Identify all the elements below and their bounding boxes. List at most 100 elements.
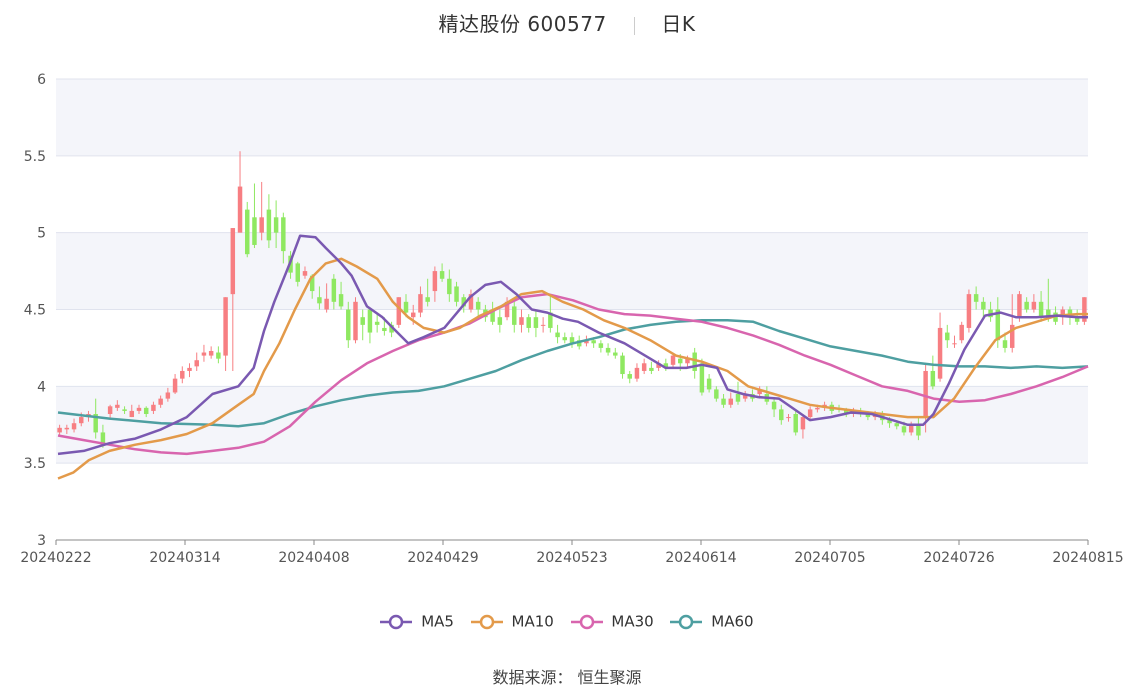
candle-body — [533, 317, 539, 328]
legend-ma60[interactable]: MA60 — [670, 612, 754, 631]
y-tick-label: 3.5 — [24, 456, 46, 472]
candle-body — [779, 409, 784, 421]
candle-body — [165, 392, 171, 399]
candle-body — [678, 358, 683, 364]
candle-body — [613, 352, 618, 356]
candle-body — [930, 370, 936, 387]
candle-body — [245, 209, 250, 255]
candle-body — [64, 427, 70, 430]
candle-body — [115, 404, 120, 408]
candle-body — [728, 398, 734, 405]
y-tick-label: 3 — [37, 533, 46, 549]
candle-body — [201, 352, 207, 356]
candle-body — [1060, 309, 1065, 318]
candle-body — [540, 324, 546, 326]
candle-body — [569, 337, 575, 344]
y-tick-label: 4.5 — [24, 303, 46, 319]
candle-body — [699, 363, 705, 393]
candle-body — [959, 324, 964, 341]
grid-band — [56, 232, 1088, 310]
legend-ma10-label: MA10 — [511, 612, 554, 631]
candle-body — [807, 409, 813, 418]
candle-body — [187, 367, 192, 371]
ma60-line — [57, 319, 1089, 428]
candle-body — [461, 297, 466, 307]
grid-band — [56, 79, 1088, 156]
candle-body — [742, 394, 748, 399]
candle-body — [1067, 309, 1073, 318]
candle-body — [1031, 301, 1037, 310]
candle-body — [151, 404, 156, 411]
x-tick-label: 20240523 — [536, 550, 607, 566]
candle-body — [584, 340, 589, 344]
source-label: 数据来源： — [492, 668, 573, 687]
candle-body — [129, 410, 135, 418]
candle-body — [981, 301, 986, 310]
x-tick-label: 20240614 — [665, 550, 736, 566]
x-tick-label: 20240429 — [407, 550, 478, 566]
legend-ma5-label: MA5 — [421, 612, 454, 631]
candle-body — [1038, 301, 1044, 318]
candle-body — [735, 394, 741, 402]
candle-body — [887, 420, 892, 424]
candle-body — [454, 286, 459, 302]
candle-body — [714, 389, 719, 399]
candle-body — [721, 398, 726, 405]
candle-body — [302, 271, 308, 276]
x-tick-label: 20240726 — [923, 550, 994, 566]
legend-ma5[interactable]: MA5 — [380, 612, 454, 631]
candle-body — [512, 306, 517, 325]
grid-band — [56, 309, 1088, 387]
candle-body — [504, 301, 510, 318]
candle-body — [706, 378, 712, 390]
candle-body — [122, 409, 127, 411]
candle-body — [800, 417, 806, 430]
candle-body — [230, 228, 236, 295]
candle-body — [180, 370, 185, 379]
candle-body — [670, 355, 676, 365]
candle-body — [663, 363, 669, 368]
x-tick-label: 20240705 — [794, 550, 865, 566]
candle-body — [136, 407, 142, 411]
data-source: 数据来源： 恒生聚源 — [0, 664, 1134, 688]
candle-body — [894, 423, 899, 427]
legend-ma30[interactable]: MA30 — [570, 612, 654, 631]
candle-body — [1002, 340, 1008, 348]
candle-body — [107, 406, 113, 414]
y-tick-label: 4 — [37, 379, 46, 395]
candle-body — [382, 327, 387, 332]
candle-body — [605, 347, 611, 353]
legend-ma10[interactable]: MA10 — [470, 612, 554, 631]
candle-body — [353, 301, 358, 341]
candle-body — [324, 298, 329, 310]
candle-body — [1024, 301, 1029, 310]
candle-body — [562, 337, 568, 341]
candle-body — [259, 217, 264, 233]
candle-body — [100, 432, 106, 445]
candle-body — [93, 413, 98, 433]
candle-body — [194, 360, 199, 367]
candle-body — [923, 370, 928, 418]
candle-body — [158, 398, 163, 405]
candle-body — [490, 309, 495, 322]
candle-body — [309, 275, 315, 292]
candle-body — [468, 294, 474, 310]
candle-body — [916, 424, 921, 436]
candle-body — [317, 297, 322, 304]
candle-body — [1082, 297, 1087, 322]
candle-body — [216, 352, 221, 359]
candle-body — [952, 343, 957, 345]
legend-ma30-label: MA30 — [611, 612, 654, 631]
candle-body — [656, 363, 661, 368]
x-tick-label: 20240408 — [278, 550, 349, 566]
candle-body — [908, 424, 914, 433]
legend-ma5-marker-icon — [380, 614, 413, 629]
candle-body — [1017, 294, 1022, 318]
candle-body — [410, 312, 416, 318]
candle-body — [526, 317, 531, 328]
grid-band — [56, 463, 1088, 540]
stock-code: 600577 — [527, 12, 607, 36]
candle-body — [1074, 317, 1080, 322]
candle-body — [360, 317, 365, 325]
